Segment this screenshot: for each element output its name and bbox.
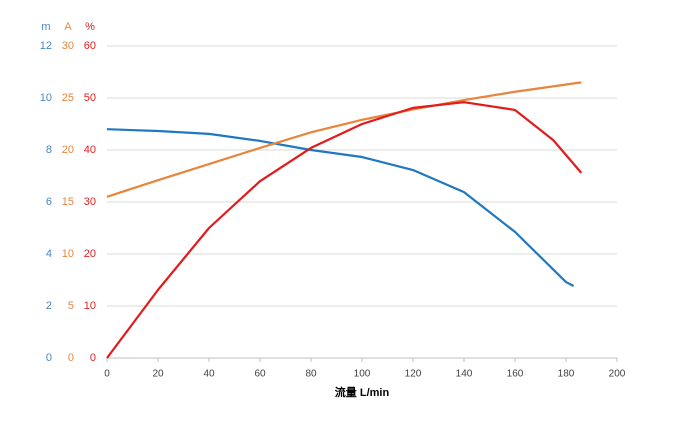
x-tick-label: 140 (456, 369, 473, 380)
y-axis-unit: A (64, 21, 72, 33)
y-tick-label: 12 (40, 40, 52, 52)
x-tick-label: 0 (104, 369, 110, 380)
y-tick-label: 15 (62, 196, 74, 208)
y-tick-label: 0 (46, 352, 52, 364)
series-line (106, 101, 583, 359)
y-tick-label: 50 (84, 92, 96, 104)
y-tick-label: 10 (84, 300, 96, 312)
y-tick-label: 0 (90, 352, 96, 364)
y-tick-label: 8 (46, 144, 52, 156)
x-tick-label: 180 (558, 369, 575, 380)
y-tick-label: 20 (84, 248, 96, 260)
y-axis-unit: m (41, 21, 50, 33)
x-tick-label: 160 (507, 369, 524, 380)
series-line (106, 81, 582, 198)
y-axis-unit: % (85, 21, 95, 33)
x-tick-label: 120 (405, 369, 422, 380)
y-tick-label: 10 (40, 92, 52, 104)
y-tick-label: 30 (84, 196, 96, 208)
y-tick-label: 60 (84, 40, 96, 52)
series-line (106, 128, 575, 287)
y-tick-label: 40 (84, 144, 96, 156)
x-tick-label: 40 (203, 369, 215, 380)
y-tick-label: 2 (46, 300, 52, 312)
x-tick-label: 20 (152, 369, 164, 380)
y-tick-label: 6 (46, 196, 52, 208)
y-tick-label: 4 (46, 248, 52, 260)
x-tick-label: 100 (354, 369, 371, 380)
x-axis-title: 流量 L/min (335, 385, 390, 399)
y-tick-label: 5 (68, 300, 74, 312)
y-tick-label: 30 (62, 40, 74, 52)
y-tick-label: 0 (68, 352, 74, 364)
x-tick-label: 200 (609, 369, 626, 380)
y-tick-label: 25 (62, 92, 74, 104)
x-tick-label: 80 (305, 369, 317, 380)
y-tick-label: 20 (62, 144, 74, 156)
y-tick-label: 10 (62, 248, 74, 260)
x-tick-label: 60 (254, 369, 266, 380)
